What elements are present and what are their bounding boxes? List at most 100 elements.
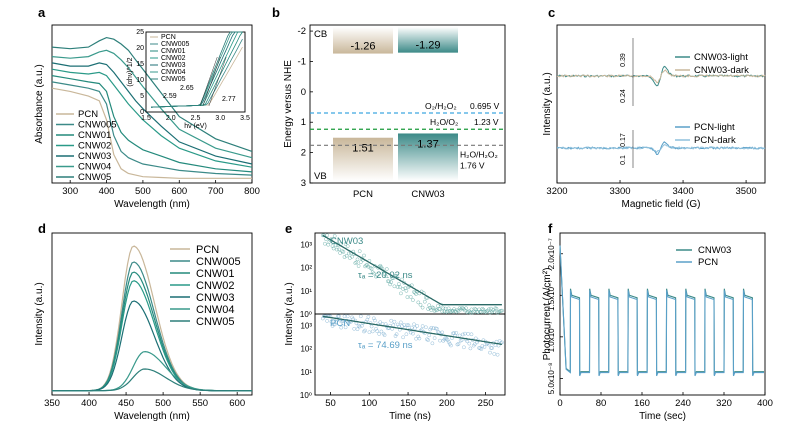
panel-e-pcn-point <box>332 322 337 327</box>
panel-a-inset-legend-label: CNW02 <box>161 55 186 62</box>
panel-a-series-cnw04 <box>51 49 253 159</box>
panel-a-frame <box>51 24 253 184</box>
panel-e-pcn-point <box>482 345 487 349</box>
panel-e-ytick-top: 10⁰ <box>300 310 312 319</box>
panel-e-pcn-point <box>480 344 485 348</box>
panel-b-ref-label: H₂O/H₂O₂ <box>460 149 498 159</box>
panel-a-inset-xtick: 1.5 <box>141 115 151 122</box>
panel-e-pcn-point <box>495 352 500 357</box>
panel-e-cnw03-point <box>434 308 439 313</box>
panel-c-letter: c <box>548 5 555 20</box>
panel-f-xtick-label: 400 <box>757 398 773 409</box>
panel-a-series-cnw03 <box>51 62 253 165</box>
panel-e-cnw03-point <box>399 291 403 296</box>
panel-e-pcn-point <box>379 329 384 334</box>
panel-e-pcn-point <box>378 320 383 325</box>
panel-d-legend-label: CNW02 <box>196 280 235 292</box>
panel-e-frame-bottom <box>314 313 506 396</box>
panel-b-ref-value: 1.76 V <box>460 160 485 170</box>
panel-b-letter: b <box>272 5 280 20</box>
panel-e-pcn-point <box>415 324 420 328</box>
panel-c-annotation: 0.1 <box>620 155 627 165</box>
panel-b-vb-value: 1.51 <box>352 143 373 155</box>
panel-e-xtick-label: 100 <box>361 398 377 409</box>
panel-e-cnw03-fit <box>322 234 502 306</box>
panel-e-pcn-point <box>393 334 398 338</box>
panel-e-ylabel: Intensity (a.u.) <box>284 282 295 345</box>
panel-e-cnw03-point <box>382 272 387 276</box>
panel-e-cnw03-point <box>366 264 371 269</box>
panel-b-ytick-label: 1 <box>301 117 306 128</box>
panel-e-pcn-point <box>367 330 372 335</box>
panel-e-series-label: PCN <box>330 318 350 329</box>
panel-e-pcn-point <box>392 319 397 324</box>
panel-e-cnw03-point <box>325 233 329 238</box>
panel-a-series-cnw005 <box>51 81 253 176</box>
panel-e-pcn-point <box>411 331 415 336</box>
panel-d-legend-label: CNW005 <box>196 256 241 268</box>
panel-a-inset-ytick: 10 <box>136 77 144 84</box>
panel-e-pcn-point <box>478 346 483 351</box>
panel-e-ytick-top: 10¹ <box>300 287 312 296</box>
panel-e-pcn-point <box>357 324 362 329</box>
panel-e-pcn-point <box>488 350 492 355</box>
panel-e-pcn-point <box>440 330 445 335</box>
panel-e-cnw03-point <box>426 307 430 311</box>
panel-e-pcn-point <box>352 326 357 331</box>
panel-c-annotation: 0.24 <box>620 89 627 103</box>
panel-e-cnw03-point <box>485 308 490 313</box>
panel-e-cnw03-point <box>482 309 487 314</box>
panel-c-series-pcn-dark <box>556 144 766 154</box>
panel-e-pcn-point <box>430 341 435 346</box>
panel-a-inset-ytick: 20 <box>136 45 144 52</box>
panel-e-tau-label: τₐ = 74.69 ns <box>358 340 413 351</box>
panel-e-pcn-point <box>425 337 429 342</box>
panel-e-cnw03-point <box>369 266 374 271</box>
panel-e-pcn-point <box>490 346 494 350</box>
panel-e-pcn-point <box>456 342 461 346</box>
panel-e-cnw03-point <box>401 287 405 291</box>
panel-c-legend-label: CNW03-light <box>694 52 748 63</box>
panel-e-cnw03-point <box>483 310 488 315</box>
panel-a-legend-label: CNW03 <box>78 151 111 162</box>
panel-e-cnw03-point <box>362 253 366 258</box>
panel-b-cb-value: -1.29 <box>415 40 440 52</box>
panel-e-cnw03-point <box>355 257 360 262</box>
panel-e-pcn-point <box>400 324 404 328</box>
panel-a-letter: a <box>38 5 46 20</box>
panel-e-cnw03-point <box>358 260 363 265</box>
panel-e-pcn-point <box>426 338 430 342</box>
panel-f-xtick-label: 240 <box>675 398 691 409</box>
panel-e-tau-label: τₐ = 20.02 ns <box>358 270 413 281</box>
panel-e-cnw03-point <box>320 233 325 238</box>
panel-e-cnw03-point <box>490 310 494 314</box>
panel-e-cnw03-point <box>484 309 489 314</box>
panel-e-pcn-point <box>395 322 400 327</box>
panel-f-series-pcn <box>559 245 764 377</box>
panel-f-letter: f <box>548 221 553 236</box>
panel-e-pcn-point <box>374 326 378 331</box>
panel-b-ytick-label: 2 <box>301 148 306 159</box>
panel-a-inset-series-cnw05 <box>150 31 243 108</box>
panel-e-pcn-point <box>401 335 405 340</box>
panel-e-cnw03-point <box>356 264 361 268</box>
panel-e-pcn-point <box>465 339 470 344</box>
panel-e-cnw03-point <box>445 309 450 314</box>
panel-c-legend-label: PCN-dark <box>694 135 736 146</box>
panel-c-xtick-label: 3400 <box>672 186 693 197</box>
panel-e-pcn-point <box>406 323 411 328</box>
panel-a-inset-ytick: 5 <box>140 93 144 100</box>
panel-e-pcn-point <box>424 325 428 330</box>
panel-e-pcn-point <box>382 333 387 337</box>
panel-b-ytick-label: 0 <box>301 87 306 98</box>
panel-a-xtick-label: 500 <box>135 186 151 197</box>
panel-e-cnw03-point <box>441 306 446 311</box>
panel-e-series-label: CNW03 <box>330 236 363 247</box>
panel-a-legend-label: CNW04 <box>78 162 111 173</box>
panel-e-cnw03-point <box>350 254 354 259</box>
panel-e-pcn-point <box>362 329 366 334</box>
panel-b-vb-label: VB <box>314 171 327 182</box>
panel-b-ytick-label: -1 <box>298 56 306 67</box>
panel-f-ylabel: Photocurrent (A/cm²) <box>542 268 553 361</box>
panel-a-inset-ytick: 0 <box>140 109 144 116</box>
